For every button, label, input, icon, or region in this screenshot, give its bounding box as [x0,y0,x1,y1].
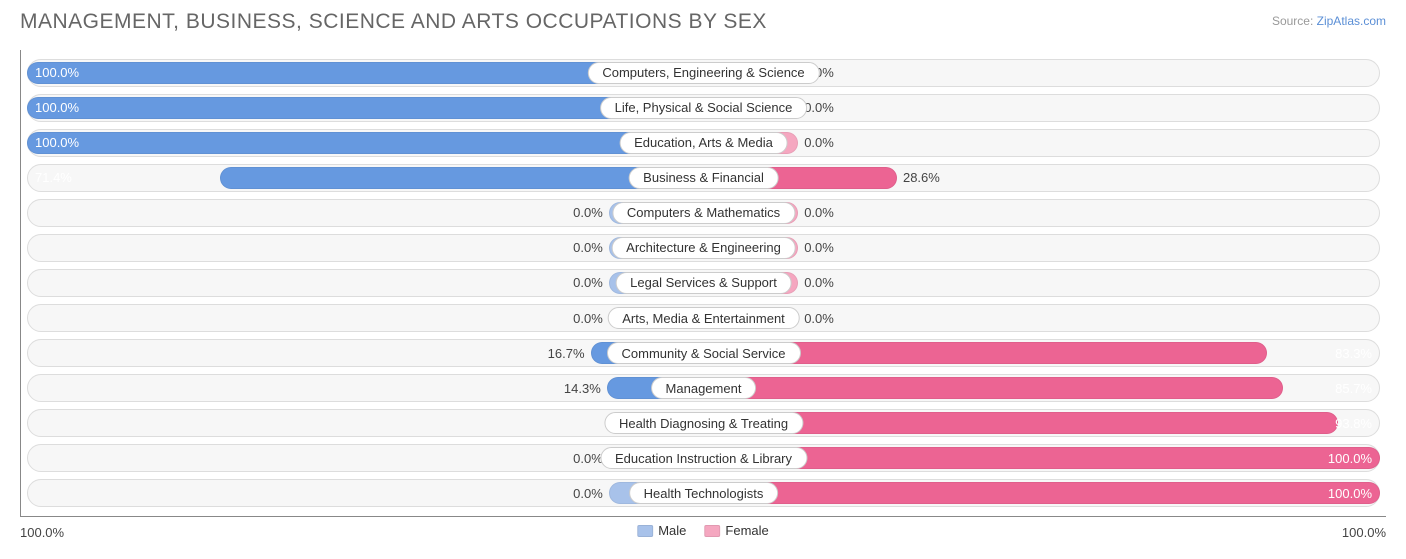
category-label: Community & Social Service [607,342,801,364]
chart-header: MANAGEMENT, BUSINESS, SCIENCE AND ARTS O… [0,0,1406,44]
category-label: Architecture & Engineering [611,237,796,259]
female-pct-label: 85.7% [1335,374,1372,402]
legend-female-label: Female [725,523,768,538]
chart-rows: 100.0% 0.0% Computers, Engineering & Scien… [21,56,1386,510]
male-pct-label: 100.0% [35,94,79,122]
axis-label-left: 100.0% [20,525,64,540]
female-half: 0.0% [704,269,1381,297]
chart-row: 0.0% 100.0% Education Instruction & Librar… [27,444,1380,472]
category-label: Health Technologists [629,482,779,504]
male-pct-label: 100.0% [35,59,79,87]
category-label: Management [651,377,757,399]
category-label: Computers, Engineering & Science [587,62,819,84]
male-half: 0.0% [27,234,704,262]
female-half: 85.7% [704,374,1381,402]
female-half: 0.0% [704,304,1381,332]
female-half: 0.0% [704,199,1381,227]
female-pct-label: 0.0% [804,304,834,332]
category-label: Life, Physical & Social Science [600,97,808,119]
female-half: 0.0% [704,234,1381,262]
legend-female-swatch [704,525,720,537]
chart-row: 100.0% 0.0%Life, Physical & Social Scienc… [27,94,1380,122]
chart-row: 0.0% 0.0% Legal Services & Support [27,269,1380,297]
chart-row: 0.0% 0.0% Computers & Mathematics [27,199,1380,227]
female-half: 28.6% [704,164,1381,192]
female-pct-label: 28.6% [903,164,940,192]
female-pct-label: 0.0% [804,234,834,262]
male-pct-label: 100.0% [35,129,79,157]
chart-row: 14.3% 85.7% Management [27,374,1380,402]
category-label: Health Diagnosing & Treating [604,412,803,434]
female-pct-label: 0.0% [804,269,834,297]
chart-container: MANAGEMENT, BUSINESS, SCIENCE AND ARTS O… [0,0,1406,559]
female-pct-label: 83.3% [1335,339,1372,367]
source-link[interactable]: ZipAtlas.com [1317,14,1386,28]
female-half: 83.3% [704,339,1381,367]
chart-source: Source: ZipAtlas.com [1272,14,1386,28]
male-half: 0.0% [27,199,704,227]
female-half: 100.0% [704,479,1381,507]
axis-label-right: 100.0% [1342,525,1386,540]
chart-row: 16.7% 83.3% Community & Social Service [27,339,1380,367]
female-half: 0.0% [704,129,1381,157]
legend-male-swatch [637,525,653,537]
chart-row: 0.0% 0.0% Architecture & Engineering [27,234,1380,262]
legend-male: Male [637,523,686,538]
chart-row: 100.0% 0.0% Education, Arts & Media [27,129,1380,157]
category-label: Education, Arts & Media [619,132,788,154]
male-pct-label: 0.0% [573,269,603,297]
category-label: Computers & Mathematics [612,202,795,224]
female-pct-label: 93.8% [1335,409,1372,437]
female-pct-label: 0.0% [804,199,834,227]
male-pct-label: 14.3% [564,374,601,402]
female-pct-label: 0.0% [804,94,834,122]
female-pct-label: 100.0% [1328,479,1372,507]
male-half: 100.0% [27,129,704,157]
male-pct-label: 0.0% [573,234,603,262]
category-label: Education Instruction & Library [600,447,807,469]
chart-row: 100.0%0.0%Computers, Engineering & Scien… [27,59,1380,87]
male-pct-label: 71.4% [35,164,72,192]
chart-row: 0.0% 100.0% Health Technologists [27,479,1380,507]
category-label: Legal Services & Support [615,272,792,294]
male-pct-label: 0.0% [573,304,603,332]
male-pct-label: 0.0% [573,479,603,507]
male-pct-label: 0.0% [573,199,603,227]
male-half: 0.0% [27,479,704,507]
chart-footer: 100.0% Male Female 100.0% [20,519,1386,559]
legend-female: Female [704,523,768,538]
male-half: 71.4% [27,164,704,192]
male-half: 16.7% [27,339,704,367]
chart-row: 0.0% 0.0%Arts, Media & Entertainment [27,304,1380,332]
female-pct-label: 100.0% [1328,444,1372,472]
male-half: 14.3% [27,374,704,402]
male-pct-label: 16.7% [548,339,585,367]
female-bar [704,482,1381,504]
chart-row: 71.4% 28.6% Business & Financial [27,164,1380,192]
chart-legend: Male Female [637,523,769,538]
female-half: 93.8% [704,409,1381,437]
male-half: 0.0% [27,269,704,297]
category-label: Arts, Media & Entertainment [607,307,800,329]
chart-row: 6.3% 93.8% Health Diagnosing & Treating [27,409,1380,437]
male-half: 6.3% [27,409,704,437]
legend-male-label: Male [658,523,686,538]
male-bar [27,132,704,154]
chart-plot-area: 100.0% 0.0% Computers, Engineering & Scien… [20,50,1386,517]
female-bar [704,377,1284,399]
chart-title: MANAGEMENT, BUSINESS, SCIENCE AND ARTS O… [20,10,767,33]
category-label: Business & Financial [628,167,779,189]
male-half: 0.0% [27,304,704,332]
source-label: Source: [1272,14,1317,28]
female-pct-label: 0.0% [804,129,834,157]
male-pct-label: 0.0% [573,444,603,472]
